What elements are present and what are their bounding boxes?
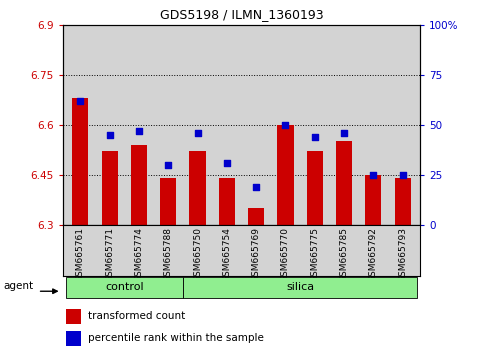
Bar [189, 152, 206, 225]
Text: control: control [105, 282, 143, 292]
Point [340, 130, 348, 136]
Text: GSM665754: GSM665754 [222, 227, 231, 282]
Text: GSM665761: GSM665761 [76, 227, 85, 282]
Point [135, 128, 143, 133]
Bar [248, 208, 264, 225]
Text: agent: agent [3, 281, 33, 291]
Bar [160, 178, 176, 225]
Text: GSM665775: GSM665775 [310, 227, 319, 282]
Text: GSM665750: GSM665750 [193, 227, 202, 282]
Point [164, 162, 172, 168]
Bar [277, 125, 294, 225]
Text: GSM665793: GSM665793 [398, 227, 407, 282]
Text: GSM665774: GSM665774 [134, 227, 143, 282]
Bar [307, 152, 323, 225]
Title: GDS5198 / ILMN_1360193: GDS5198 / ILMN_1360193 [160, 8, 323, 21]
Bar [66, 331, 81, 346]
Bar [219, 178, 235, 225]
Point [194, 130, 201, 136]
Bar [395, 178, 411, 225]
Text: GSM665769: GSM665769 [252, 227, 261, 282]
Point [399, 172, 407, 178]
Bar [101, 152, 118, 225]
Bar [131, 145, 147, 225]
Text: GSM665770: GSM665770 [281, 227, 290, 282]
Point [311, 134, 319, 139]
Text: GSM665788: GSM665788 [164, 227, 173, 282]
FancyBboxPatch shape [66, 277, 183, 298]
Point [223, 160, 231, 166]
Text: percentile rank within the sample: percentile rank within the sample [88, 333, 264, 343]
Text: silica: silica [286, 282, 314, 292]
Text: GSM665792: GSM665792 [369, 227, 378, 282]
Point [76, 98, 84, 104]
Bar [365, 175, 382, 225]
Text: GSM665785: GSM665785 [340, 227, 349, 282]
Text: transformed count: transformed count [88, 312, 185, 321]
Point [369, 172, 377, 178]
Bar [72, 98, 88, 225]
Bar [336, 142, 352, 225]
FancyBboxPatch shape [183, 277, 417, 298]
Point [252, 184, 260, 190]
Text: GSM665771: GSM665771 [105, 227, 114, 282]
Bar [66, 309, 81, 324]
Point [282, 122, 289, 128]
Point [106, 132, 114, 138]
